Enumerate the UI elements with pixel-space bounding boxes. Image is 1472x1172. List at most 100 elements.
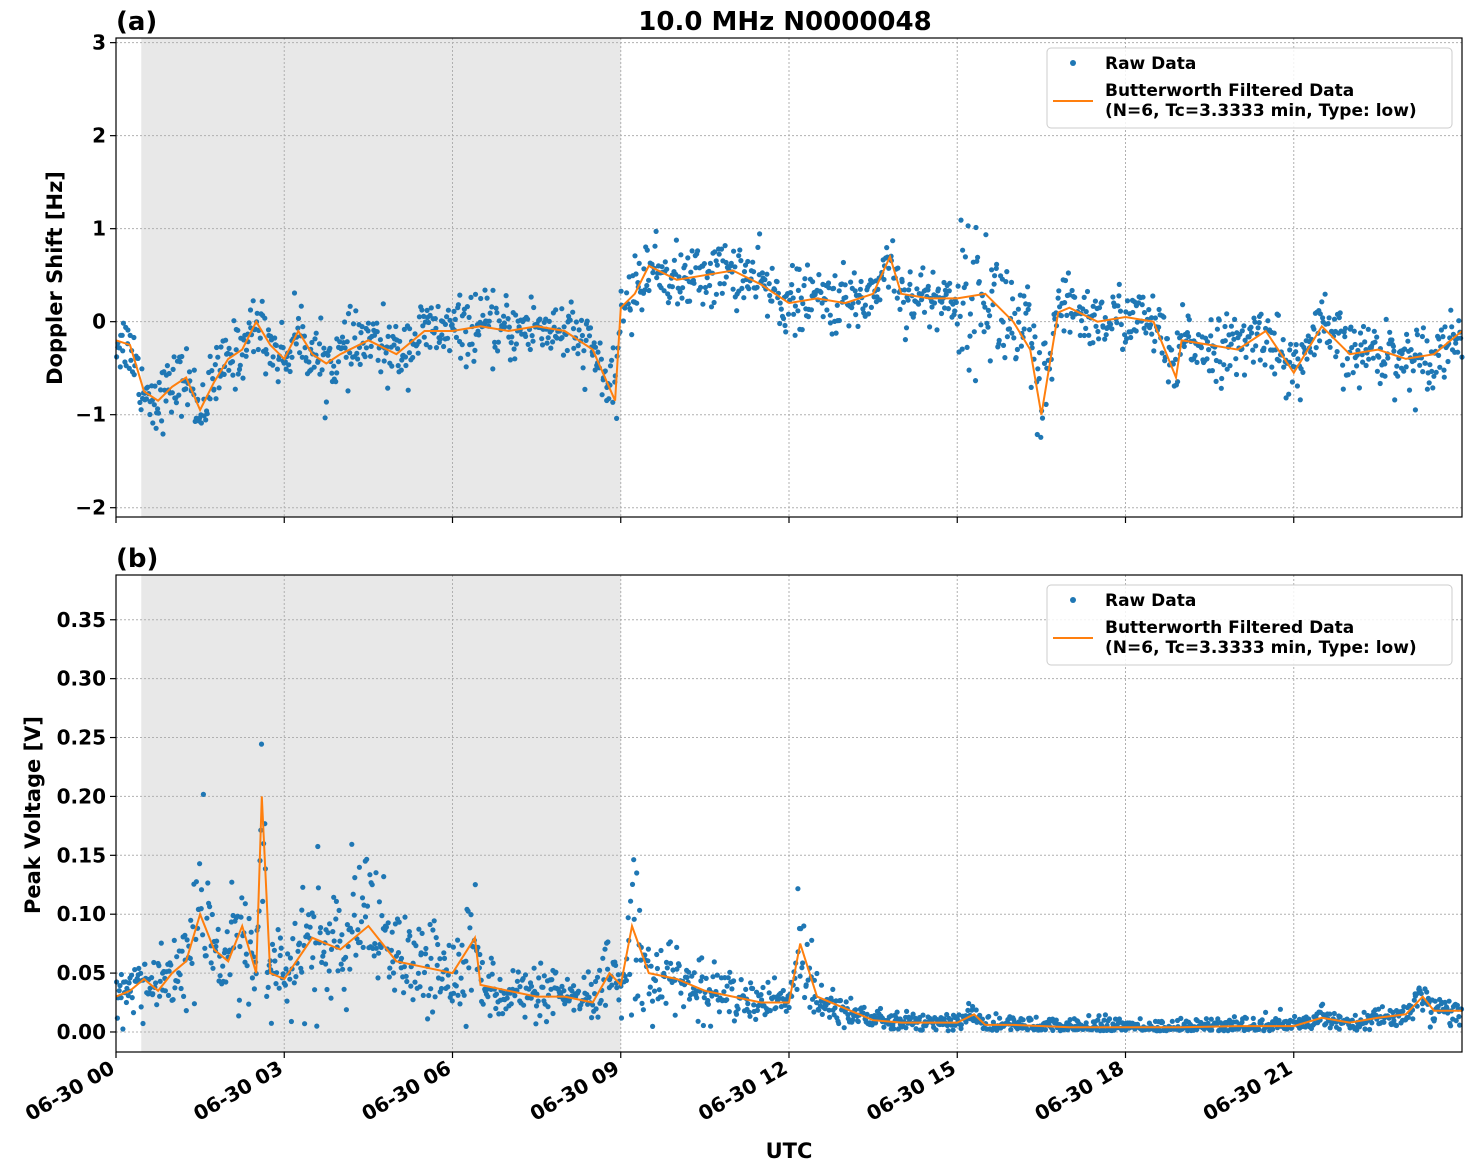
raw-data-point	[571, 983, 577, 989]
raw-data-point	[640, 1007, 647, 1013]
raw-data-point	[1362, 1026, 1368, 1032]
raw-data-point	[235, 327, 241, 333]
raw-data-point	[347, 350, 353, 356]
raw-data-point	[570, 326, 577, 332]
raw-data-point	[1441, 374, 1447, 380]
raw-data-point	[685, 255, 691, 261]
x-tick-label-0: 06-30 00	[21, 1056, 119, 1126]
raw-data-point	[130, 1010, 137, 1016]
raw-data-point	[342, 319, 348, 325]
raw-data-point	[1317, 338, 1323, 344]
raw-data-point	[274, 366, 280, 372]
raw-data-point	[605, 939, 611, 945]
raw-data-point	[659, 264, 665, 270]
raw-data-point	[381, 358, 387, 364]
raw-data-point	[1116, 281, 1122, 287]
raw-data-point	[325, 352, 331, 358]
raw-data-point	[708, 304, 715, 310]
raw-data-point	[237, 362, 243, 368]
raw-data-point	[553, 307, 559, 313]
raw-data-point	[334, 370, 340, 376]
raw-data-point	[153, 980, 159, 986]
raw-data-point	[423, 945, 429, 952]
raw-data-point	[150, 420, 156, 426]
raw-data-point	[597, 967, 603, 973]
raw-data-point	[138, 1004, 144, 1010]
raw-data-point	[653, 228, 659, 234]
raw-data-point	[359, 895, 366, 901]
raw-data-point	[1035, 366, 1041, 372]
raw-data-point	[235, 371, 241, 377]
raw-data-point	[1055, 295, 1061, 301]
raw-data-point	[243, 353, 249, 359]
raw-data-point	[639, 1000, 645, 1007]
raw-data-point	[490, 366, 496, 372]
raw-data-point	[1108, 321, 1114, 327]
raw-data-point	[1066, 292, 1073, 298]
raw-data-point	[684, 974, 690, 981]
raw-data-point	[1345, 372, 1351, 378]
raw-data-point	[714, 262, 720, 268]
raw-data-point	[771, 975, 778, 981]
raw-data-point	[893, 1014, 899, 1020]
raw-data-point	[773, 1005, 779, 1011]
raw-data-point	[977, 1012, 983, 1018]
raw-data-point	[484, 295, 490, 301]
raw-data-point	[836, 1020, 842, 1027]
raw-data-point	[736, 253, 742, 259]
raw-data-point	[575, 988, 582, 994]
raw-data-point	[776, 996, 782, 1002]
raw-data-point	[351, 912, 357, 918]
raw-data-point	[1231, 336, 1237, 342]
raw-data-point	[648, 963, 654, 969]
raw-data-point	[833, 330, 839, 336]
raw-data-point	[398, 367, 404, 373]
raw-data-point	[328, 946, 335, 953]
raw-data-point	[1258, 311, 1264, 317]
raw-data-point	[426, 319, 432, 326]
raw-data-point	[919, 1027, 925, 1033]
raw-data-point	[645, 958, 651, 964]
raw-data-point	[496, 318, 502, 324]
raw-data-point	[528, 995, 534, 1001]
raw-data-point	[1224, 311, 1230, 317]
raw-data-point	[236, 1013, 242, 1019]
raw-data-point	[592, 344, 599, 350]
raw-data-point	[1159, 1019, 1166, 1025]
raw-data-point	[472, 347, 478, 353]
raw-data-point	[283, 966, 289, 972]
raw-data-point	[848, 995, 854, 1001]
raw-data-point	[1259, 1017, 1265, 1023]
raw-data-point	[689, 248, 695, 254]
raw-data-point	[1124, 298, 1131, 304]
raw-data-point	[731, 1018, 738, 1024]
raw-data-point	[459, 942, 465, 948]
raw-data-point	[525, 341, 531, 347]
raw-data-point	[356, 864, 362, 870]
raw-data-point	[1016, 319, 1022, 325]
raw-data-point	[285, 951, 291, 957]
raw-data-point	[293, 974, 299, 980]
raw-data-point	[1320, 1001, 1326, 1007]
raw-data-point	[709, 993, 715, 999]
raw-data-point	[1180, 302, 1186, 308]
raw-data-point	[975, 254, 981, 260]
raw-data-point	[503, 293, 509, 299]
raw-data-point	[223, 979, 229, 985]
raw-data-point	[707, 260, 714, 266]
raw-data-point	[349, 929, 355, 935]
raw-data-point	[385, 920, 391, 926]
raw-data-point	[413, 943, 419, 949]
raw-data-point	[814, 970, 820, 977]
raw-data-point	[183, 1008, 189, 1014]
raw-data-point	[1120, 346, 1126, 352]
raw-data-point	[1412, 407, 1418, 413]
raw-data-point	[959, 346, 965, 352]
raw-data-point	[982, 304, 988, 310]
raw-data-point	[244, 963, 250, 969]
raw-data-point	[1143, 330, 1149, 336]
raw-data-point	[531, 304, 537, 311]
raw-data-point	[1361, 1009, 1367, 1015]
raw-data-point	[907, 269, 913, 275]
